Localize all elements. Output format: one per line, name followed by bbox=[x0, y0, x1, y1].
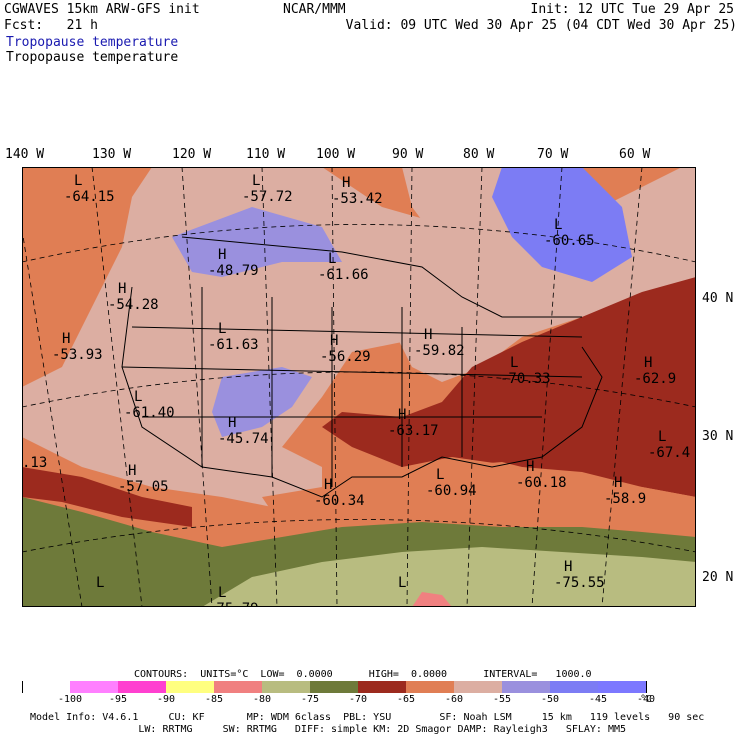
map-label: L -70.33 bbox=[500, 355, 551, 387]
legend-tick-label: -75 bbox=[300, 694, 320, 705]
map-label: H -59.82 bbox=[414, 327, 465, 359]
lon-label-110w: 110 W bbox=[246, 147, 286, 162]
map-label: H -57.05 bbox=[118, 463, 169, 495]
legend-tick-label: °C bbox=[639, 694, 653, 705]
map-label: H -62.9 bbox=[634, 355, 676, 387]
field-rose-patch bbox=[412, 592, 452, 607]
field-label-blue: Tropopause temperature bbox=[6, 35, 179, 50]
map-label: H -54.28 bbox=[108, 281, 159, 313]
map-label: L -67.4 bbox=[648, 429, 690, 461]
legend-swatch bbox=[454, 681, 503, 693]
legend-tick-label: -65 bbox=[396, 694, 416, 705]
map-label: L -64.15 bbox=[64, 173, 115, 205]
lon-label-120w: 120 W bbox=[172, 147, 212, 162]
legend-tick-label: -55 bbox=[492, 694, 512, 705]
legend-tick-label: -60 bbox=[444, 694, 464, 705]
legend-tick-label: -85 bbox=[204, 694, 224, 705]
init-time: Init: 12 UTC Tue 29 Apr 25 bbox=[530, 2, 735, 17]
legend-swatch bbox=[598, 681, 647, 693]
legend-swatch bbox=[310, 681, 359, 693]
lon-label-100w: 100 W bbox=[316, 147, 356, 162]
legend-swatch bbox=[358, 681, 407, 693]
map-label: L -61.63 bbox=[208, 321, 259, 353]
map-label: H -45.74 bbox=[218, 415, 269, 447]
map-label: H -60.18 bbox=[516, 459, 567, 491]
lon-label-140w: 140 W bbox=[5, 147, 45, 162]
legend-tick-label: -90 bbox=[156, 694, 176, 705]
legend-tick-label: -80 bbox=[252, 694, 272, 705]
field-lavender-southwest bbox=[212, 367, 312, 437]
map-label: H -53.93 bbox=[52, 331, 103, 363]
map-label: L -60.94 bbox=[426, 467, 477, 499]
legend-tick-label: -95 bbox=[108, 694, 128, 705]
model-title: CGWAVES 15km ARW-GFS init bbox=[4, 2, 200, 17]
lon-label-130w: 130 W bbox=[92, 147, 132, 162]
map-label: L -61.66 bbox=[318, 251, 369, 283]
model-info-line2: LW: RRTMG SW: RRTMG DIFF: simple KM: 2D … bbox=[30, 724, 627, 735]
legend-swatch bbox=[22, 681, 72, 693]
legend-tick-label: -50 bbox=[540, 694, 560, 705]
legend-swatch bbox=[118, 681, 167, 693]
legend-tick-label: -40 bbox=[636, 694, 656, 705]
map-label: L bbox=[96, 575, 104, 591]
field-lavender-north bbox=[172, 207, 342, 277]
map-label: H -63.17 bbox=[388, 407, 439, 439]
map-label: L -60.65 bbox=[544, 217, 595, 249]
lon-label-60w: 60 W bbox=[619, 147, 651, 162]
valid-time: Valid: 09 UTC Wed 30 Apr 25 (04 CDT Wed … bbox=[345, 18, 737, 33]
legend-tick-label: -100 bbox=[57, 694, 83, 705]
legend-swatch bbox=[406, 681, 455, 693]
contours-info: CONTOURS: UNITS=°C LOW= 0.0000 HIGH= 0.0… bbox=[134, 669, 592, 680]
field-darkred-west bbox=[22, 467, 192, 527]
extrema-labels: L -64.15 L -57.72 H -53.42 L -60.65 H -48.79 … bbox=[22, 173, 690, 607]
lon-label-80w: 80 W bbox=[463, 147, 495, 162]
map-label: L-75.79 bbox=[208, 585, 259, 607]
lon-label-90w: 90 W bbox=[392, 147, 424, 162]
map-label: .13 bbox=[22, 455, 47, 471]
map-label: H -56.29 bbox=[320, 333, 371, 365]
graticule bbox=[22, 167, 696, 607]
lat-label-40n: 40 N bbox=[702, 291, 734, 306]
lat-label-20n: 20 N bbox=[702, 570, 734, 585]
field-khaki-south bbox=[202, 547, 696, 607]
legend-tick-label: -70 bbox=[348, 694, 368, 705]
map-label: H -58.9 bbox=[604, 475, 646, 507]
legend-tick-label: -45 bbox=[588, 694, 608, 705]
legend-swatch bbox=[262, 681, 311, 693]
map-frame bbox=[22, 167, 696, 607]
legend-swatch bbox=[502, 681, 551, 693]
political-boundaries bbox=[121, 236, 603, 498]
map-label: L -61.40 bbox=[124, 389, 175, 421]
legend-swatch bbox=[70, 681, 119, 693]
map-label: H -48.79 bbox=[208, 247, 259, 279]
legend-swatch bbox=[166, 681, 215, 693]
lon-label-70w: 70 W bbox=[537, 147, 569, 162]
map-label: L -57.72 bbox=[242, 173, 293, 205]
forecast-hour: Fcst: 21 h bbox=[4, 18, 98, 33]
lat-label-30n: 30 N bbox=[702, 429, 734, 444]
model-info-line1: Model Info: V4.6.1 CU: KF MP: WDM 6class… bbox=[30, 712, 705, 723]
map-label: H -53.42 bbox=[332, 175, 383, 207]
tropopause-temperature-map: L -64.15 L -57.72 H -53.42 L -60.65 H -48.79 … bbox=[22, 167, 696, 607]
institution-label: NCAR/MMM bbox=[283, 2, 346, 17]
field-darkred-east bbox=[322, 277, 696, 497]
legend-swatch bbox=[214, 681, 263, 693]
field-pink-west bbox=[22, 167, 492, 507]
field-label: Tropopause temperature bbox=[6, 50, 179, 65]
field-periwinkle-northeast bbox=[492, 167, 632, 282]
map-label: H -60.34 bbox=[314, 477, 365, 509]
legend-swatch bbox=[550, 681, 599, 693]
field-coral-gulf bbox=[262, 462, 696, 527]
map-label: L bbox=[398, 575, 406, 591]
map-label: H -75.55 bbox=[554, 559, 605, 591]
